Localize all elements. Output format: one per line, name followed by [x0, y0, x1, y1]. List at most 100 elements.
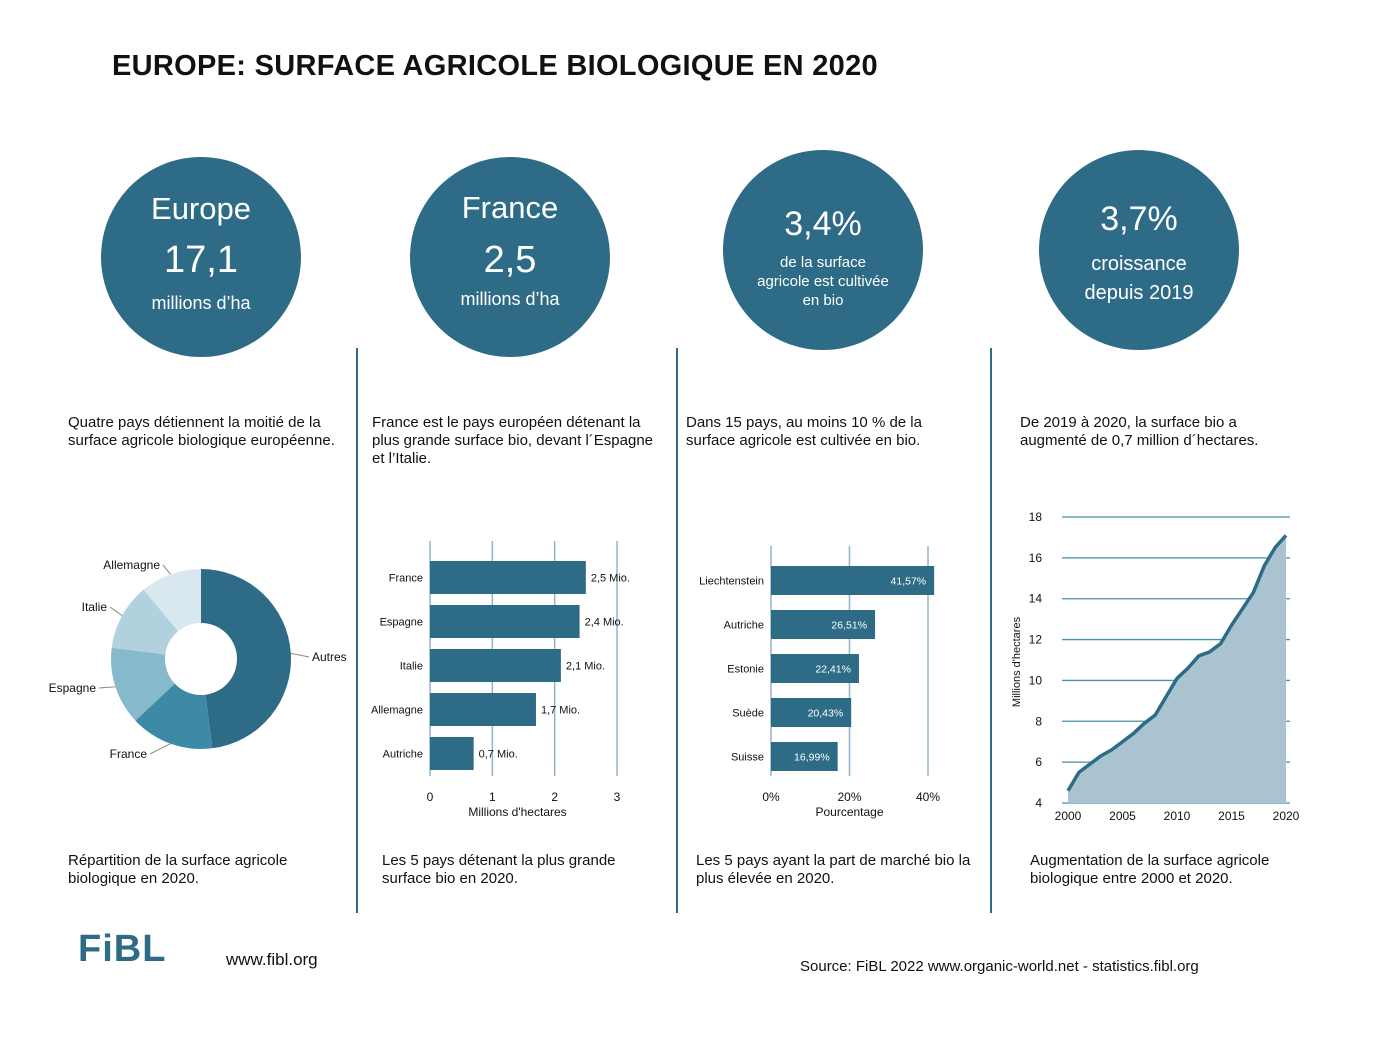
column-divider-1 — [356, 348, 358, 913]
bar-autriche — [771, 610, 876, 639]
x-tick-label: 0% — [762, 790, 780, 804]
area-fill — [1068, 535, 1286, 803]
data-label: 16,99% — [794, 752, 830, 764]
x-tick-label: 0 — [427, 790, 434, 804]
growth-stat-text-1: croissance — [1091, 253, 1187, 275]
bar-autriche — [430, 737, 474, 770]
x-axis-label: Millions d'hectares — [468, 805, 566, 819]
y-tick-label: 4 — [1035, 796, 1042, 810]
category-label: Italie — [400, 661, 423, 673]
y-tick-label: 12 — [1029, 633, 1043, 647]
bar-liechtenstein — [771, 566, 935, 595]
category-label: Liechtenstein — [699, 576, 764, 588]
europe-stat-label: Europe — [151, 191, 251, 226]
y-tick-label: 10 — [1029, 673, 1043, 687]
x-tick-label: 40% — [916, 790, 940, 804]
caption-bar-share: Les 5 pays ayant la part de marché bio l… — [696, 852, 971, 887]
france-stat-circle: France 2,5 millions d’ha — [410, 157, 610, 357]
donut-label: France — [110, 747, 148, 761]
category-label: Estonie — [727, 664, 764, 676]
category-label: Suisse — [731, 752, 764, 764]
data-label: 41,57% — [891, 576, 927, 588]
category-label: Autriche — [383, 749, 423, 761]
column-divider-2 — [676, 348, 678, 913]
data-label: 2,4 Mio. — [585, 617, 624, 629]
category-label: France — [389, 573, 423, 585]
share-stat-text-3: en bio — [802, 292, 844, 309]
y-tick-label: 6 — [1035, 755, 1042, 769]
y-tick-label: 14 — [1029, 592, 1043, 606]
donut-leader-line — [98, 686, 116, 689]
page-title: EUROPE: SURFACE AGRICOLE BIOLOGIQUE EN 2… — [112, 50, 878, 82]
area-line — [1066, 534, 1288, 792]
x-tick-label: 2020 — [1273, 809, 1300, 823]
y-axis-label: Millions d'hectares — [1011, 616, 1023, 707]
france-stat-value: 2,5 — [483, 239, 537, 281]
donut-slice-france — [135, 683, 213, 749]
growth-stat-circle: 3,7% croissance depuis 2019 — [1039, 150, 1239, 350]
europe-stat-circle: Europe 17,1 millions d’ha — [101, 157, 301, 357]
bar-italie — [430, 649, 561, 682]
category-label: Autriche — [724, 620, 764, 632]
europe-stat-unit: millions d’ha — [151, 293, 251, 313]
bar-france — [430, 561, 586, 594]
column-divider-3 — [990, 348, 992, 913]
donut-label: Italie — [82, 600, 108, 614]
donut-slice-italie — [111, 589, 179, 655]
donut-leader-line — [162, 564, 171, 575]
source-note: Source: FiBL 2022 www.organic-world.net … — [800, 958, 1199, 975]
bar-suisse — [771, 742, 838, 771]
share-stat-value: 3,4% — [784, 205, 862, 243]
donut-slice-espagne — [111, 647, 175, 721]
x-tick-label: 2005 — [1109, 809, 1136, 823]
x-tick-label: 2 — [551, 790, 558, 804]
donut-label: Autres — [312, 650, 347, 664]
donut-leader-line — [109, 606, 123, 617]
donut-label: Allemagne — [103, 558, 160, 572]
data-label: 22,41% — [815, 664, 851, 676]
area-chart-growth: 4 6 8 10 12 14 16 18 2000 2005 2010 2015 2020 Million… — [1011, 510, 1300, 823]
category-label: Allemagne — [371, 705, 423, 717]
caption-area-growth: Augmentation de la surface agricole biol… — [1030, 852, 1270, 887]
caption-donut: Répartition de la surface agricole biolo… — [68, 852, 288, 887]
y-tick-label: 8 — [1035, 714, 1042, 728]
x-axis-label: Pourcentage — [815, 805, 883, 819]
france-stat-unit: millions d’ha — [460, 289, 560, 309]
x-tick-label: 20% — [837, 790, 861, 804]
bar-chart-share: 0% 20% 40% Liechtenstein 41,57% Autriche 26,51… — [699, 546, 940, 819]
bar-suède — [771, 698, 852, 727]
share-stat-text-2: agricole est cultivée — [757, 273, 889, 290]
donut-slice-allemagne — [143, 569, 201, 632]
donut-slice-autres — [201, 569, 292, 749]
share-stat-circle: 3,4% de la surface agricole est cultivée… — [723, 150, 923, 350]
data-label: 0,7 Mio. — [479, 749, 518, 761]
caption-bar-area: Les 5 pays détenant la plus grande surfa… — [382, 852, 616, 887]
paragraph-share: Dans 15 pays, au moins 10 % de la surfac… — [686, 414, 922, 449]
donut-leader-line — [149, 743, 171, 755]
paragraph-france: France est le pays européen détenant la … — [372, 414, 654, 467]
data-label: 20,43% — [808, 708, 844, 720]
donut-chart: Autres France Espagne Italie Allemagne — [49, 558, 347, 761]
data-label: 2,1 Mio. — [566, 661, 605, 673]
paragraph-europe: Quatre pays détiennent la moitié de la s… — [68, 414, 335, 449]
x-tick-label: 1 — [489, 790, 496, 804]
x-tick-label: 2010 — [1164, 809, 1191, 823]
website-link[interactable]: www.fibl.org — [226, 950, 318, 969]
bar-allemagne — [430, 693, 536, 726]
share-stat-text-1: de la surface — [780, 254, 866, 271]
paragraph-growth: De 2019 à 2020, la surface bio a augment… — [1020, 414, 1259, 449]
france-stat-label: France — [461, 190, 559, 225]
bar-chart-area: 0 1 2 3 France 2,5 Mio. Espagne 2,4 Mio. Italie 2… — [371, 541, 630, 819]
x-tick-label: 2015 — [1218, 809, 1245, 823]
growth-stat-value: 3,7% — [1100, 200, 1178, 238]
fibl-logo: FiBL — [78, 928, 167, 970]
data-label: 26,51% — [831, 620, 867, 632]
y-tick-label: 18 — [1029, 510, 1043, 524]
y-tick-label: 16 — [1029, 551, 1043, 565]
growth-stat-text-2: depuis 2019 — [1084, 282, 1194, 304]
donut-label: Espagne — [49, 681, 97, 695]
donut-leader-line — [290, 652, 310, 658]
europe-stat-value: 17,1 — [164, 239, 238, 281]
category-label: Suède — [732, 708, 764, 720]
category-label: Espagne — [380, 617, 423, 629]
